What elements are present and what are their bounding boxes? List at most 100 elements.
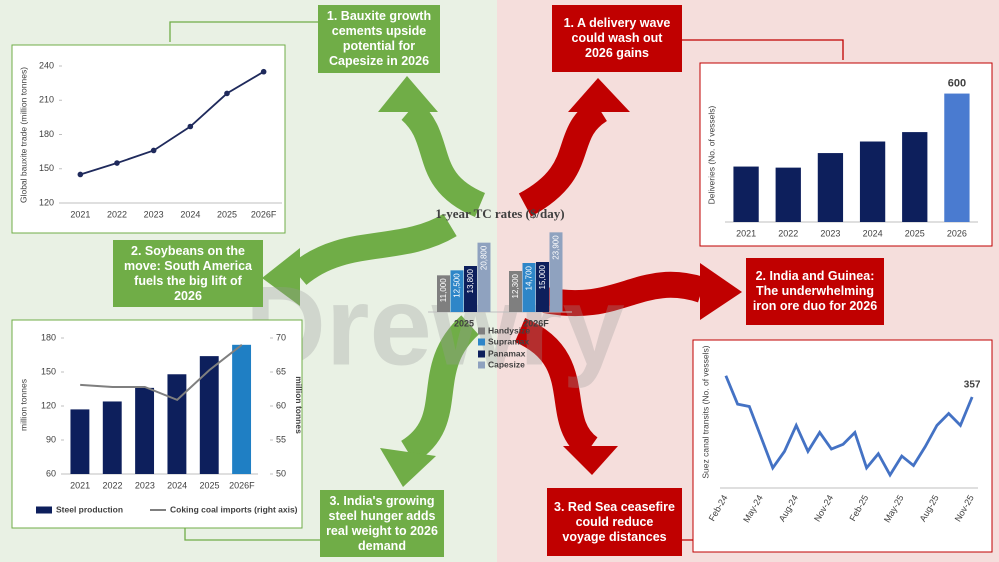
y-tick-label: 150	[39, 163, 54, 173]
marker	[77, 171, 84, 178]
x-tick-label: 2023	[820, 228, 840, 238]
bar	[775, 167, 801, 222]
x-tick-label: 2022	[102, 480, 122, 490]
arrow	[542, 271, 706, 317]
bar-label: 20,800	[479, 245, 488, 270]
arrow-head	[378, 76, 438, 112]
y2-tick-label: 70	[276, 332, 286, 342]
legend-swatch	[478, 338, 485, 346]
y-tick-label: 60	[46, 468, 56, 478]
chart-title: 1-year TC rates ($/day)	[435, 206, 564, 221]
callout: 2. Soybeans on the move: South America f…	[113, 240, 263, 307]
connector	[682, 39, 844, 60]
y-tick-label: 120	[39, 197, 54, 207]
data-line	[80, 70, 265, 176]
x-tick-label: 2022	[107, 209, 127, 219]
bar	[859, 141, 886, 222]
bar-label: 12,300	[511, 273, 520, 298]
marker	[187, 123, 194, 130]
y-tick-label: 90	[46, 434, 56, 444]
connector	[169, 21, 318, 42]
marker	[114, 160, 120, 166]
x-tick-label: 2023	[135, 480, 155, 490]
x-tick-label: 2023	[144, 209, 164, 219]
bar	[70, 409, 90, 474]
data-label: 600	[948, 77, 966, 89]
bar	[477, 242, 491, 312]
bar	[733, 166, 759, 222]
x-tick-label: 2026F	[229, 480, 255, 490]
y-tick-label: 150	[41, 366, 56, 376]
arrow	[400, 100, 486, 217]
arrow	[518, 98, 608, 217]
y2-tick-label: 50	[276, 468, 286, 478]
arrow-head	[563, 446, 618, 475]
x-tick-label: 2024	[180, 209, 200, 219]
chart-panel	[11, 44, 286, 234]
bar-label: 14,700	[524, 265, 533, 290]
callout: 1. Bauxite growth cements upside potenti…	[318, 5, 440, 73]
arrows	[289, 98, 706, 464]
bar-label: 15,000	[538, 264, 547, 289]
x-tick-label: 2021	[736, 228, 756, 238]
bar-label: 11,000	[439, 278, 448, 302]
x-tick-label: 2024	[863, 228, 883, 238]
callout: 2. India and Guinea: The underwhelming i…	[746, 258, 884, 325]
bar	[464, 266, 477, 312]
legend-label: Capesize	[488, 359, 525, 369]
marker	[260, 68, 267, 75]
bar	[817, 153, 844, 222]
arrow	[400, 315, 480, 464]
bar	[536, 262, 549, 312]
arrow	[289, 213, 457, 286]
y-tick-label: 180	[41, 332, 56, 342]
marker	[224, 90, 230, 97]
bar	[135, 387, 155, 474]
x-tick-label: 2021	[70, 209, 90, 219]
legend-label: Supramax	[488, 336, 529, 346]
legend-label: Handysize	[488, 325, 530, 335]
arrow-head	[700, 263, 742, 320]
legend-label: Steel production	[56, 504, 123, 514]
arrow	[514, 318, 599, 459]
y-tick-label: 120	[41, 400, 56, 410]
bar-label: 13,800	[466, 268, 475, 293]
data-line	[724, 375, 974, 478]
bar	[102, 401, 122, 474]
bar	[167, 374, 187, 474]
bar-label: 23,900	[551, 235, 560, 260]
x-tick-label: 2025	[905, 228, 925, 238]
bar	[450, 270, 464, 312]
data-line	[80, 344, 243, 402]
callout: 3. Red Sea ceasefire could reduce voyage…	[547, 488, 682, 556]
y-axis-label: Global bauxite trade (million tonnes)	[18, 67, 28, 203]
x-tick-label: 2021	[70, 480, 90, 490]
arrow-head	[568, 78, 630, 112]
bar	[437, 275, 450, 312]
y-axis-label: million tonnes	[18, 379, 28, 431]
x-tick-label: 2026F	[251, 209, 277, 219]
y2-tick-label: 65	[276, 366, 286, 376]
x-tick-label: 2025	[217, 209, 237, 219]
data-label: 357	[964, 380, 981, 391]
y-axis-label: Suez canal transits (No. of vessels)	[700, 345, 710, 478]
bar	[232, 344, 252, 474]
y2-axis-label: million tonnes	[294, 376, 304, 434]
bar	[522, 263, 536, 312]
bar	[199, 356, 219, 474]
y-tick-label: 210	[39, 95, 54, 105]
y-tick-label: 180	[39, 129, 54, 139]
bar	[902, 132, 928, 222]
chart-panel	[11, 319, 303, 529]
legend-label: Panamax	[488, 348, 526, 358]
x-tick-label: 2022	[778, 228, 798, 238]
bar	[944, 93, 970, 222]
legend-swatch	[478, 361, 485, 369]
callout: 1. A delivery wave could wash out 2026 g…	[552, 5, 682, 72]
legend-label: Coking coal imports (right axis)	[170, 504, 298, 514]
x-tick-label: 2026	[947, 228, 967, 238]
connector	[184, 526, 320, 541]
y2-tick-label: 55	[276, 434, 286, 444]
x-tick-label: 2024	[167, 480, 187, 490]
